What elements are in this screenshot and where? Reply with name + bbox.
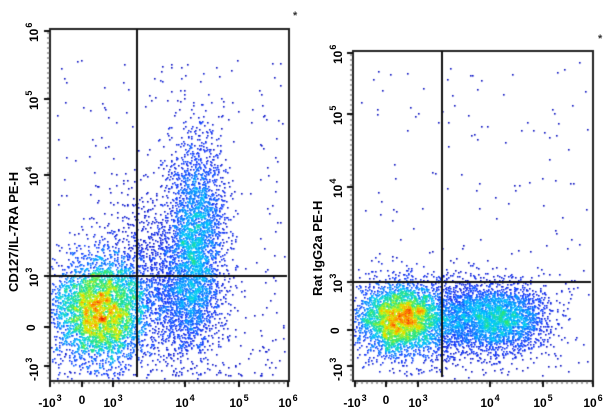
- left-y-axis-label: CD127/IL-7RA PE-H: [6, 171, 21, 292]
- y-tick-label: 0: [24, 324, 38, 331]
- left-plot-canvas: [0, 0, 304, 417]
- y-tick-label: 106: [328, 44, 345, 64]
- x-tick-label: 104: [480, 393, 500, 410]
- x-tick-label: 104: [175, 393, 195, 410]
- left-corner-asterisk: *: [293, 10, 298, 22]
- y-tick-label: 104: [24, 166, 41, 186]
- y-tick-label: 104: [328, 178, 345, 198]
- x-tick-label: -103: [38, 393, 62, 410]
- y-tick-label: 105: [24, 90, 41, 110]
- x-tick-label: 105: [533, 393, 553, 410]
- right-y-axis-label: Rat IgG2a PE-H: [310, 200, 325, 296]
- y-tick-label: 105: [328, 105, 345, 125]
- y-tick-label: 0: [328, 327, 342, 334]
- y-tick-label: -103: [24, 357, 41, 381]
- x-tick-label: 0: [382, 393, 390, 407]
- right-corner-asterisk: *: [598, 33, 603, 45]
- x-tick-label: 103: [103, 393, 123, 410]
- x-tick-label: -103: [343, 393, 367, 410]
- x-tick-label: 106: [583, 393, 603, 410]
- x-tick-label: 0: [78, 393, 86, 407]
- y-tick-label: -103: [328, 357, 345, 381]
- x-tick-label: 106: [278, 393, 298, 410]
- x-tick-label: 103: [408, 393, 428, 410]
- x-tick-label: 105: [229, 393, 249, 410]
- y-tick-label: 103: [24, 267, 41, 287]
- y-tick-label: 106: [24, 22, 41, 42]
- left-density-plot: CD127/IL-7RA PE-H -103 0 103 104 105 106 -103…: [0, 0, 304, 417]
- right-plot-canvas: [304, 0, 608, 417]
- y-tick-label: 103: [328, 273, 345, 293]
- right-density-plot: Rat IgG2a PE-H -103 0 103 104 105 106 -103 0 10…: [304, 0, 608, 417]
